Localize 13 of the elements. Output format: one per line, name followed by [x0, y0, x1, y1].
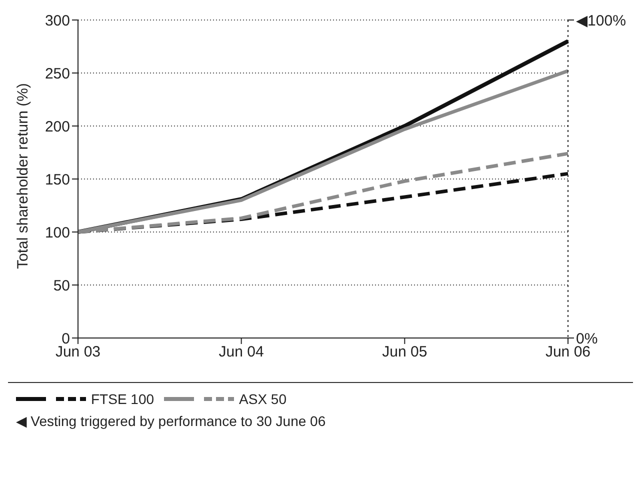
- x-tick-label: Jun 05: [382, 344, 428, 361]
- y-axis-title: Total shareholder return (%): [14, 83, 32, 269]
- legend-label: ASX 50: [239, 391, 287, 407]
- y-tick-label: 50: [53, 277, 70, 294]
- legend-label: FTSE 100: [91, 391, 154, 407]
- text: ◀ Vesting triggered by performance to 30 June 06: [15, 413, 327, 430]
- x-tick-label: Jun 04: [218, 344, 264, 361]
- y-tick-label: 100: [44, 224, 70, 242]
- y-tick-label: 150: [44, 171, 70, 188]
- y-tick-label: 250: [44, 65, 70, 82]
- y-tick-label: 300: [44, 12, 70, 30]
- y-tick-label: 200: [44, 118, 70, 136]
- y2-tick-label: ◀100%: [576, 12, 626, 30]
